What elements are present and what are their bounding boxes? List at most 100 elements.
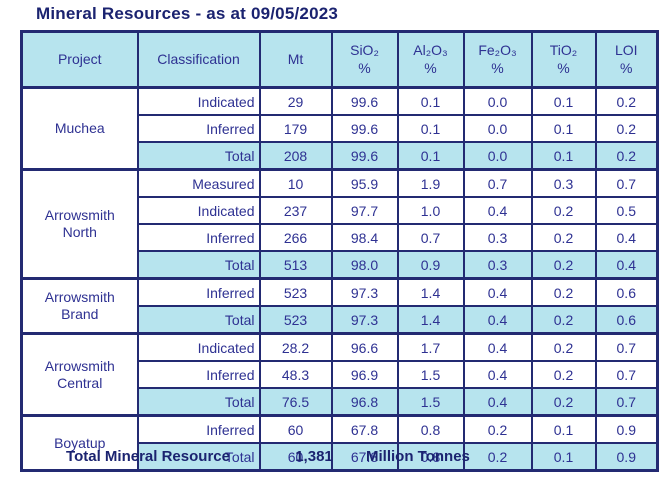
classification-cell: Inferred — [136, 277, 261, 307]
mt-cell: 266 — [258, 223, 333, 252]
table-row: Muchea Indicated 29 99.6 0.1 0.0 0.1 0.2 — [20, 86, 659, 171]
header-unit: % — [491, 59, 504, 76]
classification-cell: Total — [136, 141, 261, 171]
fe2o3-cell: 0.4 — [462, 305, 533, 335]
header-label: Mt — [287, 50, 304, 67]
mt-cell: 237 — [258, 196, 333, 225]
fe2o3-cell: 0.4 — [462, 332, 533, 362]
sio2-cell: 99.6 — [330, 141, 399, 171]
project-cell: Muchea — [20, 86, 139, 171]
project-cell: Arrowsmith North — [20, 168, 139, 280]
al2o3-cell: 0.9 — [396, 250, 465, 280]
loi-cell: 0.7 — [594, 168, 659, 198]
table-row-total: Total 76.5 96.8 1.5 0.4 0.2 0.7 — [22, 387, 659, 417]
total-resource-label: Total Mineral Resource — [66, 448, 230, 465]
total-resource-unit: Million Tonnes — [366, 448, 470, 465]
col-header-tio2: TiO₂% — [530, 30, 597, 89]
al2o3-cell: 0.1 — [396, 141, 465, 171]
project-cell: Arrowsmith Central — [20, 332, 139, 417]
header-label: Classification — [157, 50, 240, 67]
mt-cell: 76.5 — [258, 387, 333, 417]
al2o3-cell: 1.4 — [396, 305, 465, 335]
table-row-total: Total 60 67.8 0.8 0.2 0.1 0.9 — [22, 442, 659, 472]
sio2-cell: 67.8 — [330, 414, 399, 444]
fe2o3-cell: 0.4 — [462, 360, 533, 389]
tio2-cell: 0.2 — [530, 332, 597, 362]
mt-cell: 179 — [258, 114, 333, 143]
fe2o3-cell: 0.3 — [462, 250, 533, 280]
mt-cell: 28.2 — [258, 332, 333, 362]
tio2-cell: 0.2 — [530, 305, 597, 335]
header-unit: % — [557, 59, 570, 76]
classification-cell: Inferred — [136, 223, 261, 252]
header-unit: % — [358, 59, 371, 76]
al2o3-cell: 1.0 — [396, 196, 465, 225]
classification-cell: Indicated — [136, 332, 261, 362]
header-label: Al₂O₃ — [413, 42, 448, 58]
table-row: Inferred 179 99.6 0.1 0.0 0.1 0.2 — [22, 114, 659, 143]
header-unit: % — [620, 59, 633, 76]
classification-cell: Total — [136, 387, 261, 417]
loi-cell: 0.9 — [594, 442, 659, 472]
loi-cell: 0.6 — [594, 305, 659, 335]
header-unit: % — [424, 59, 437, 76]
classification-cell: Inferred — [136, 360, 261, 389]
loi-cell: 0.4 — [594, 250, 659, 280]
sio2-cell: 97.7 — [330, 196, 399, 225]
mineral-resources-table: Project Classification Mt SiO₂% Al₂O₃% F… — [20, 30, 659, 472]
table-row: Arrowsmith Central Indicated 28.2 96.6 1… — [20, 332, 659, 417]
loi-cell: 0.2 — [594, 86, 659, 116]
table-row: Inferred 266 98.4 0.7 0.3 0.2 0.4 — [22, 223, 659, 252]
total-mineral-resource-row: Total Mineral Resource 1,381 Million Ton… — [20, 448, 656, 465]
fe2o3-cell: 0.4 — [462, 196, 533, 225]
al2o3-cell: 0.8 — [396, 414, 465, 444]
table-row: Indicated 237 97.7 1.0 0.4 0.2 0.5 — [22, 196, 659, 225]
header-label: TiO₂ — [549, 42, 578, 58]
sio2-cell: 97.3 — [330, 305, 399, 335]
sio2-cell: 97.3 — [330, 277, 399, 307]
classification-cell: Indicated — [136, 196, 261, 225]
fe2o3-cell: 0.2 — [462, 442, 533, 472]
loi-cell: 0.2 — [594, 141, 659, 171]
al2o3-cell: 1.5 — [396, 360, 465, 389]
classification-cell: Measured — [136, 168, 261, 198]
header-label: Project — [57, 50, 102, 67]
header-label: LOI — [614, 42, 638, 58]
loi-cell: 0.9 — [594, 414, 659, 444]
loi-cell: 0.7 — [594, 332, 659, 362]
fe2o3-cell: 0.4 — [462, 277, 533, 307]
fe2o3-cell: 0.0 — [462, 141, 533, 171]
tio2-cell: 0.3 — [530, 168, 597, 198]
mt-cell: 523 — [258, 277, 333, 307]
project-cell: Boyatup — [20, 414, 139, 472]
loi-cell: 0.2 — [594, 114, 659, 143]
tio2-cell: 0.1 — [530, 86, 597, 116]
al2o3-cell: 1.4 — [396, 277, 465, 307]
al2o3-cell: 1.9 — [396, 168, 465, 198]
table-row: Boyatup Inferred 60 67.8 0.8 0.2 0.1 0.9 — [20, 414, 659, 472]
sio2-cell: 95.9 — [330, 168, 399, 198]
sio2-cell: 99.6 — [330, 114, 399, 143]
mt-cell: 513 — [258, 250, 333, 280]
tio2-cell: 0.2 — [530, 196, 597, 225]
tio2-cell: 0.2 — [530, 360, 597, 389]
mt-cell: 523 — [258, 305, 333, 335]
table-row: Arrowsmith North Measured 10 95.9 1.9 0.… — [20, 168, 659, 280]
mt-cell: 10 — [258, 168, 333, 198]
tio2-cell: 0.1 — [530, 414, 597, 444]
classification-cell: Total — [136, 250, 261, 280]
col-header-fe2o3: Fe₂O₃% — [462, 30, 533, 89]
al2o3-cell: 0.8 — [396, 442, 465, 472]
mt-cell: 208 — [258, 141, 333, 171]
table-row-total: Total 208 99.6 0.1 0.0 0.1 0.2 — [22, 141, 659, 171]
loi-cell: 0.6 — [594, 277, 659, 307]
col-header-loi: LOI% — [594, 30, 659, 89]
al2o3-cell: 1.7 — [396, 332, 465, 362]
table-row: Arrowsmith Brand Inferred 523 97.3 1.4 0… — [20, 277, 659, 335]
col-header-project: Project — [20, 30, 139, 89]
loi-cell: 0.5 — [594, 196, 659, 225]
tio2-cell: 0.1 — [530, 442, 597, 472]
fe2o3-cell: 0.3 — [462, 223, 533, 252]
mt-cell: 60 — [258, 442, 333, 472]
al2o3-cell: 1.5 — [396, 387, 465, 417]
